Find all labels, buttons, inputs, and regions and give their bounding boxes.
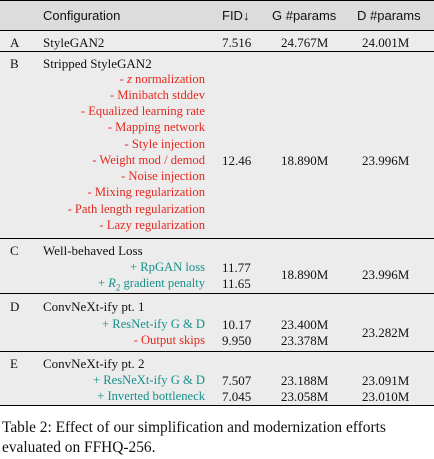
change-item-removed: - Equalized learning rate [80,104,205,118]
change-item-removed: - Minibatch stddev [109,88,205,102]
fid-value: 9.950 [222,333,252,348]
row-id: B [10,56,19,71]
change-item-added: + Inverted bottleneck [97,389,205,403]
d-params-value: 24.001M [362,35,410,50]
bottom-rule [0,405,434,406]
change-item-removed: - Weight mod / demod [92,153,205,167]
row-id: A [10,35,20,50]
fid-value: 7.516 [222,35,252,50]
config-name: ConvNeXt-ify pt. 1 [43,299,145,314]
column-header-configuration: Configuration [43,8,121,23]
g-params-value: 23.188M [281,373,329,388]
change-item-added: + R2 gradient penalty [97,276,205,293]
d-params-value: 23.091M [362,373,410,388]
d-params-value: 23.282M [362,325,410,340]
row-id: D [10,299,20,314]
change-item-removed: - Output skips [133,333,205,347]
row-a-band [0,31,434,51]
config-name: StyleGAN2 [43,35,105,50]
column-header-d-params: D #params [357,8,421,23]
row-id: E [10,356,18,371]
row-b-band [0,52,434,238]
g-params-value: 23.400M [281,317,329,332]
change-item-removed: - Style injection [124,137,205,151]
g-params-value: 23.378M [281,333,329,348]
fid-value: 11.65 [222,276,251,291]
d-params-value: 23.996M [362,267,410,282]
row-c-band [0,239,434,293]
config-name: Well-behaved Loss [43,243,143,258]
top-rule [0,0,434,1]
fid-value: 12.46 [222,153,252,168]
row-divider [0,238,434,239]
g-params-value: 18.890M [281,267,329,282]
d-params-value: 23.996M [362,153,410,168]
d-params-value: 23.010M [362,389,410,404]
column-header-fid: FID↓ [222,8,250,23]
row-id: C [10,243,19,258]
change-item-added: + ResNet-ify G & D [102,317,205,331]
change-item-removed: - Noise injection [121,169,205,183]
row-divider [0,351,434,352]
row-e-band [0,352,434,405]
table-caption: Table 2: Effect of our simplification an… [2,419,386,456]
row-divider [0,51,434,52]
row-d-band [0,294,434,351]
fid-value: 11.77 [222,260,251,275]
fid-value: 7.045 [222,389,252,404]
header-band [0,0,434,30]
header-rule [0,30,434,31]
change-item-removed: - z normalization [119,72,205,86]
change-item-added: + ResNeXt-ify G & D [92,373,205,387]
change-item-removed: - Mapping network [107,120,205,134]
g-params-value: 24.767M [281,35,329,50]
config-name: Stripped StyleGAN2 [43,56,152,71]
g-params-value: 23.058M [281,389,329,404]
config-name: ConvNeXt-ify pt. 2 [43,356,145,371]
fid-value: 7.507 [222,373,252,388]
column-header-g-params: G #params [272,8,337,23]
change-item-added: + RpGAN loss [130,260,205,274]
fid-value: 10.17 [222,317,252,332]
change-item-removed: - Lazy regularization [99,218,205,232]
g-params-value: 18.890M [281,153,329,168]
change-item-removed: - Mixing regularization [87,185,205,199]
change-item-removed: - Path length regularization [67,202,205,216]
row-divider [0,293,434,294]
